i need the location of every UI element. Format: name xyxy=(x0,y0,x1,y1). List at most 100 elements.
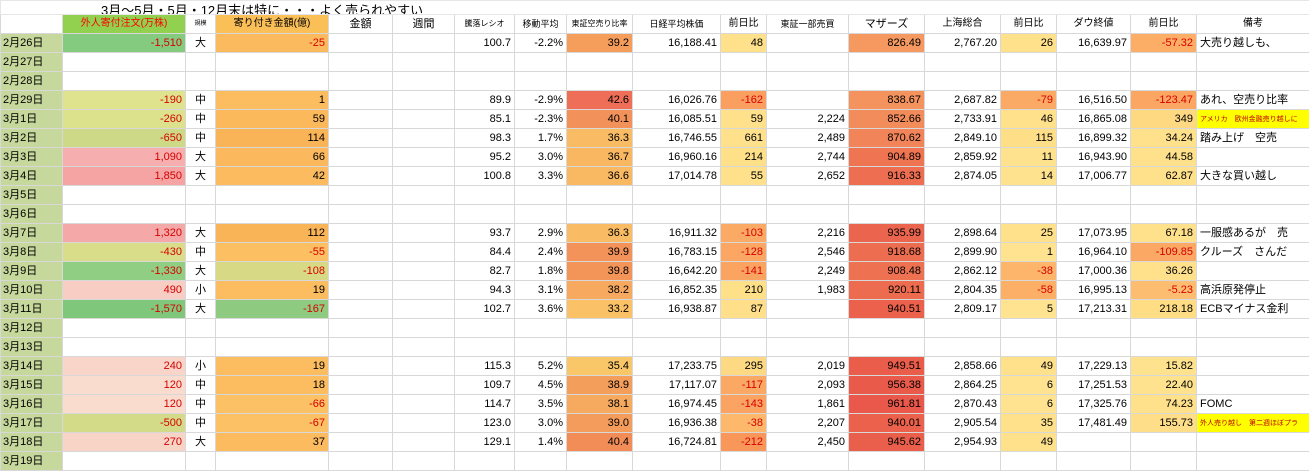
cell-amount[interactable] xyxy=(329,205,393,224)
cell-nikkei-close[interactable]: 16,724.81 xyxy=(633,433,721,452)
cell-tse1-volume[interactable] xyxy=(767,34,849,53)
cell-updown-ratio[interactable] xyxy=(455,53,515,72)
cell-trade-size[interactable]: 大 xyxy=(186,224,216,243)
cell-updown-ratio[interactable] xyxy=(455,338,515,357)
cell-date[interactable]: 3月13日 xyxy=(1,338,63,357)
column-header-dow-change[interactable]: 前日比 xyxy=(1131,15,1197,34)
cell-shanghai-composite[interactable] xyxy=(925,338,1001,357)
cell-short-sell-ratio[interactable] xyxy=(567,205,633,224)
cell-amount[interactable] xyxy=(329,72,393,91)
cell-trade-size[interactable]: 小 xyxy=(186,357,216,376)
cell-foreign-orders[interactable]: 1,320 xyxy=(63,224,186,243)
cell-shanghai-change[interactable]: -79 xyxy=(1001,91,1057,110)
cell-opening-amount[interactable] xyxy=(216,338,329,357)
cell-nikkei-change[interactable]: -162 xyxy=(721,91,767,110)
cell-moving-average[interactable]: -2.3% xyxy=(515,110,567,129)
cell-remarks[interactable]: 高浜原発停止 xyxy=(1197,281,1309,300)
cell-tse1-volume[interactable]: 2,489 xyxy=(767,129,849,148)
cell-mothers-index[interactable]: 940.01 xyxy=(849,414,925,433)
cell-short-sell-ratio[interactable]: 35.4 xyxy=(567,357,633,376)
cell-shanghai-change[interactable] xyxy=(1001,72,1057,91)
cell-date[interactable]: 3月4日 xyxy=(1,167,63,186)
cell-date[interactable]: 3月12日 xyxy=(1,319,63,338)
cell-shanghai-change[interactable]: 1 xyxy=(1001,243,1057,262)
cell-nikkei-close[interactable]: 16,852.35 xyxy=(633,281,721,300)
cell-foreign-orders[interactable] xyxy=(63,452,186,471)
cell-shanghai-composite[interactable]: 2,858.66 xyxy=(925,357,1001,376)
cell-dow-change[interactable]: 155.73 xyxy=(1131,414,1197,433)
cell-opening-amount[interactable] xyxy=(216,186,329,205)
cell-dow-change[interactable]: -57.32 xyxy=(1131,34,1197,53)
cell-shanghai-composite[interactable]: 2,733.91 xyxy=(925,110,1001,129)
cell-weekly[interactable] xyxy=(393,167,455,186)
cell-amount[interactable] xyxy=(329,91,393,110)
cell-weekly[interactable] xyxy=(393,224,455,243)
cell-mothers-index[interactable]: 956.38 xyxy=(849,376,925,395)
cell-nikkei-change[interactable] xyxy=(721,53,767,72)
cell-trade-size[interactable]: 大 xyxy=(186,148,216,167)
cell-remarks[interactable]: FOMC xyxy=(1197,395,1309,414)
cell-amount[interactable] xyxy=(329,300,393,319)
cell-nikkei-close[interactable] xyxy=(633,338,721,357)
cell-opening-amount[interactable] xyxy=(216,53,329,72)
cell-shanghai-composite[interactable]: 2,954.93 xyxy=(925,433,1001,452)
cell-dow-change[interactable]: 44.58 xyxy=(1131,148,1197,167)
cell-remarks[interactable] xyxy=(1197,262,1309,281)
cell-foreign-orders[interactable]: -430 xyxy=(63,243,186,262)
cell-shanghai-composite[interactable]: 2,899.90 xyxy=(925,243,1001,262)
cell-remarks[interactable]: あれ、空売り比率 xyxy=(1197,91,1309,110)
cell-date[interactable]: 3月16日 xyxy=(1,395,63,414)
cell-shanghai-composite[interactable]: 2,804.35 xyxy=(925,281,1001,300)
cell-foreign-orders[interactable]: 490 xyxy=(63,281,186,300)
cell-tse1-volume[interactable]: 1,861 xyxy=(767,395,849,414)
cell-amount[interactable] xyxy=(329,338,393,357)
cell-date[interactable]: 3月8日 xyxy=(1,243,63,262)
cell-remarks[interactable]: 外人売り越し 第二週ほぼプラ xyxy=(1197,414,1309,433)
cell-tse1-volume[interactable] xyxy=(767,186,849,205)
cell-short-sell-ratio[interactable]: 38.9 xyxy=(567,376,633,395)
cell-moving-average[interactable] xyxy=(515,72,567,91)
cell-dow-change[interactable]: 74.23 xyxy=(1131,395,1197,414)
cell-shanghai-composite[interactable]: 2,870.43 xyxy=(925,395,1001,414)
cell-updown-ratio[interactable]: 98.3 xyxy=(455,129,515,148)
cell-moving-average[interactable] xyxy=(515,186,567,205)
cell-moving-average[interactable]: 2.9% xyxy=(515,224,567,243)
cell-trade-size[interactable]: 大 xyxy=(186,262,216,281)
cell-updown-ratio[interactable]: 94.3 xyxy=(455,281,515,300)
cell-shanghai-change[interactable] xyxy=(1001,319,1057,338)
cell-mothers-index[interactable] xyxy=(849,338,925,357)
cell-dow-change[interactable] xyxy=(1131,433,1197,452)
cell-remarks[interactable]: クルーズ さんだ xyxy=(1197,243,1309,262)
cell-nikkei-change[interactable]: 48 xyxy=(721,34,767,53)
cell-short-sell-ratio[interactable]: 39.8 xyxy=(567,262,633,281)
cell-trade-size[interactable]: 大 xyxy=(186,34,216,53)
cell-shanghai-composite[interactable] xyxy=(925,186,1001,205)
cell-opening-amount[interactable] xyxy=(216,72,329,91)
cell-dow-close[interactable]: 17,073.95 xyxy=(1057,224,1131,243)
cell-weekly[interactable] xyxy=(393,186,455,205)
cell-short-sell-ratio[interactable] xyxy=(567,72,633,91)
cell-nikkei-close[interactable]: 17,233.75 xyxy=(633,357,721,376)
cell-mothers-index[interactable]: 920.11 xyxy=(849,281,925,300)
cell-dow-close[interactable]: 16,943.90 xyxy=(1057,148,1131,167)
cell-date[interactable]: 3月1日 xyxy=(1,110,63,129)
cell-nikkei-change[interactable]: -143 xyxy=(721,395,767,414)
column-header-remarks[interactable]: 備考 xyxy=(1197,15,1309,34)
cell-nikkei-close[interactable]: 17,014.78 xyxy=(633,167,721,186)
column-header-opening-amount[interactable]: 寄り付き金額(億) xyxy=(216,15,329,34)
cell-dow-close[interactable]: 17,006.77 xyxy=(1057,167,1131,186)
cell-date[interactable]: 3月15日 xyxy=(1,376,63,395)
cell-dow-close[interactable] xyxy=(1057,338,1131,357)
cell-remarks[interactable]: 大売り越しも、 xyxy=(1197,34,1309,53)
cell-weekly[interactable] xyxy=(393,91,455,110)
cell-dow-close[interactable]: 17,213.31 xyxy=(1057,300,1131,319)
cell-dow-close[interactable]: 17,000.36 xyxy=(1057,262,1131,281)
cell-amount[interactable] xyxy=(329,34,393,53)
cell-moving-average[interactable] xyxy=(515,338,567,357)
cell-moving-average[interactable]: 3.1% xyxy=(515,281,567,300)
cell-short-sell-ratio[interactable]: 36.3 xyxy=(567,129,633,148)
cell-updown-ratio[interactable]: 100.7 xyxy=(455,34,515,53)
cell-updown-ratio[interactable] xyxy=(455,319,515,338)
cell-remarks[interactable]: ECBマイナス金利 xyxy=(1197,300,1309,319)
cell-tse1-volume[interactable] xyxy=(767,205,849,224)
